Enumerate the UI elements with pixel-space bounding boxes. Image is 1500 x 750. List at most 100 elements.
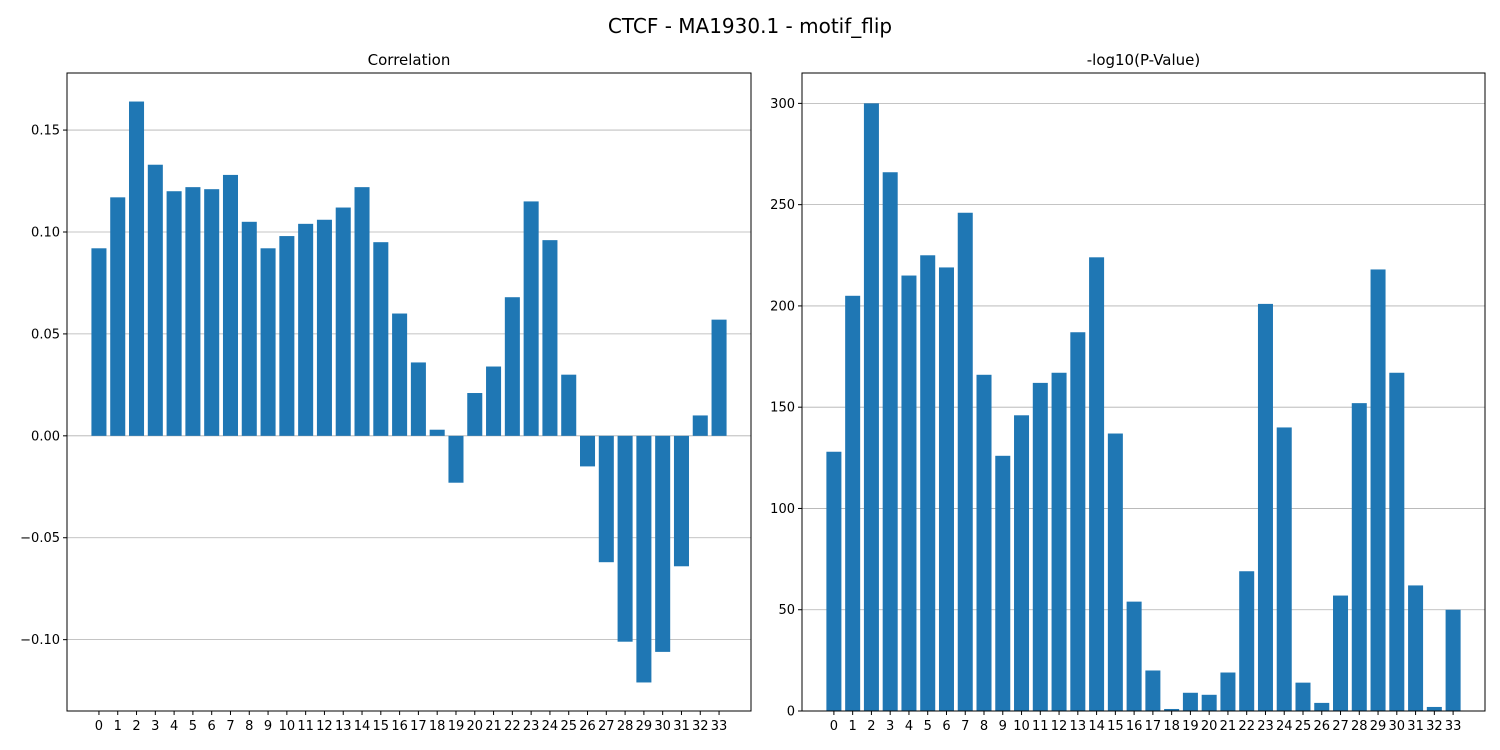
correlation-xtick-label: 30 bbox=[654, 719, 671, 734]
pvalue-xtick-label: 32 bbox=[1426, 719, 1443, 734]
correlation-ytick-label: 0.15 bbox=[31, 124, 60, 139]
correlation-bar-23 bbox=[523, 201, 539, 436]
correlation-bar-30 bbox=[655, 435, 671, 652]
pvalue-bar-25 bbox=[1295, 682, 1311, 711]
pvalue-bar-5 bbox=[920, 255, 936, 712]
pvalue-bar-8 bbox=[976, 374, 992, 711]
pvalue-bar-21 bbox=[1220, 672, 1236, 711]
correlation-xtick-label: 2 bbox=[132, 719, 140, 734]
pvalue-xtick-label: 7 bbox=[961, 719, 969, 734]
correlation-bar-20 bbox=[467, 393, 483, 436]
pvalue-bar-33 bbox=[1445, 609, 1461, 711]
correlation-ytick-label: 0.05 bbox=[31, 327, 60, 342]
pvalue-bar-15 bbox=[1107, 433, 1123, 711]
pvalue-ytick-label: 250 bbox=[770, 198, 795, 213]
pvalue-bar-30 bbox=[1389, 372, 1405, 711]
pvalue-xtick-label: 16 bbox=[1126, 719, 1143, 734]
correlation-xtick-label: 1 bbox=[114, 719, 122, 734]
correlation-ytick-label: 0.00 bbox=[31, 429, 60, 444]
correlation-xtick-label: 27 bbox=[598, 719, 615, 734]
correlation-bar-6 bbox=[204, 189, 220, 436]
pvalue-xtick-label: 13 bbox=[1070, 719, 1087, 734]
correlation-bar-8 bbox=[241, 221, 257, 436]
correlation-ytick-label: −0.10 bbox=[20, 633, 60, 648]
pvalue-bar-1 bbox=[845, 295, 861, 711]
correlation-bar-5 bbox=[185, 187, 201, 436]
correlation-xtick-label: 24 bbox=[542, 719, 559, 734]
pvalue-xtick-label: 1 bbox=[849, 719, 857, 734]
pvalue-xtick-label: 10 bbox=[1013, 719, 1030, 734]
pvalue-xtick-label: 33 bbox=[1445, 719, 1462, 734]
correlation-bar-10 bbox=[279, 236, 295, 436]
pvalue-xtick-label: 9 bbox=[999, 719, 1007, 734]
correlation-bar-11 bbox=[298, 223, 314, 436]
pvalue-title: -log10(P-Value) bbox=[1087, 51, 1201, 69]
pvalue-bar-31 bbox=[1408, 585, 1424, 711]
correlation-bar-2 bbox=[129, 101, 145, 436]
correlation-xtick-label: 20 bbox=[466, 719, 483, 734]
pvalue-bar-26 bbox=[1314, 702, 1330, 711]
correlation-bar-14 bbox=[354, 187, 370, 436]
correlation-title: Correlation bbox=[368, 51, 451, 69]
pvalue-bar-12 bbox=[1051, 372, 1067, 711]
pvalue-xtick-label: 15 bbox=[1107, 719, 1124, 734]
pvalue-bar-23 bbox=[1257, 303, 1273, 711]
pvalue-xtick-label: 27 bbox=[1332, 719, 1349, 734]
correlation-bar-32 bbox=[692, 415, 708, 436]
correlation-xtick-label: 32 bbox=[692, 719, 709, 734]
correlation-xtick-label: 31 bbox=[673, 719, 690, 734]
correlation-xtick-label: 29 bbox=[636, 719, 653, 734]
correlation-xtick-label: 12 bbox=[316, 719, 333, 734]
correlation-ytick-label: −0.05 bbox=[20, 531, 60, 546]
correlation-bar-15 bbox=[373, 242, 389, 436]
pvalue-bar-11 bbox=[1032, 382, 1048, 711]
correlation-bar-21 bbox=[486, 366, 502, 436]
figure-suptitle: CTCF - MA1930.1 - motif_flip bbox=[608, 14, 892, 38]
pvalue-bar-19 bbox=[1182, 692, 1198, 711]
correlation-bar-0 bbox=[91, 248, 107, 436]
correlation-xtick-label: 22 bbox=[504, 719, 521, 734]
pvalue-xtick-label: 28 bbox=[1351, 719, 1368, 734]
correlation-bar-22 bbox=[504, 297, 520, 436]
correlation-xtick-label: 8 bbox=[245, 719, 253, 734]
pvalue-bar-18 bbox=[1164, 708, 1180, 711]
correlation-bar-25 bbox=[561, 374, 577, 436]
correlation-xtick-label: 25 bbox=[560, 719, 577, 734]
pvalue-ytick-label: 100 bbox=[770, 502, 795, 517]
correlation-xtick-label: 6 bbox=[208, 719, 216, 734]
correlation-panel: −0.10−0.050.000.050.100.150 1 2 3 4 5 6 7 8 9 10 11… bbox=[20, 51, 752, 734]
correlation-bar-19 bbox=[448, 435, 464, 483]
pvalue-xtick-label: 17 bbox=[1145, 719, 1162, 734]
pvalue-bar-20 bbox=[1201, 694, 1217, 711]
correlation-xtick-label: 10 bbox=[279, 719, 296, 734]
correlation-xtick-label: 17 bbox=[410, 719, 427, 734]
pvalue-bar-3 bbox=[882, 172, 898, 711]
pvalue-ytick-label: 0 bbox=[787, 705, 795, 720]
pvalue-bar-27 bbox=[1333, 595, 1349, 711]
pvalue-bar-0 bbox=[826, 451, 842, 711]
pvalue-bar-4 bbox=[901, 275, 917, 711]
pvalue-xtick-label: 31 bbox=[1407, 719, 1424, 734]
pvalue-bar-10 bbox=[1014, 415, 1030, 711]
correlation-bar-17 bbox=[410, 362, 426, 436]
correlation-bar-28 bbox=[617, 435, 633, 642]
correlation-xtick-label: 5 bbox=[189, 719, 197, 734]
pvalue-xtick-label: 23 bbox=[1257, 719, 1274, 734]
pvalue-xtick-label: 20 bbox=[1201, 719, 1218, 734]
pvalue-axes-frame bbox=[801, 72, 1486, 712]
pvalue-xtick-label: 18 bbox=[1163, 719, 1180, 734]
correlation-xtick-label: 14 bbox=[354, 719, 371, 734]
correlation-bar-3 bbox=[147, 164, 163, 436]
pvalue-xtick-label: 12 bbox=[1051, 719, 1068, 734]
correlation-axes-frame bbox=[66, 72, 752, 712]
correlation-xtick-label: 21 bbox=[485, 719, 502, 734]
pvalue-bar-9 bbox=[995, 455, 1011, 711]
pvalue-xtick-label: 30 bbox=[1389, 719, 1406, 734]
pvalue-bar-2 bbox=[863, 103, 879, 711]
pvalue-bar-7 bbox=[957, 212, 973, 711]
pvalue-xtick-label: 6 bbox=[942, 719, 950, 734]
correlation-xtick-label: 13 bbox=[335, 719, 352, 734]
pvalue-xtick-label: 3 bbox=[886, 719, 894, 734]
